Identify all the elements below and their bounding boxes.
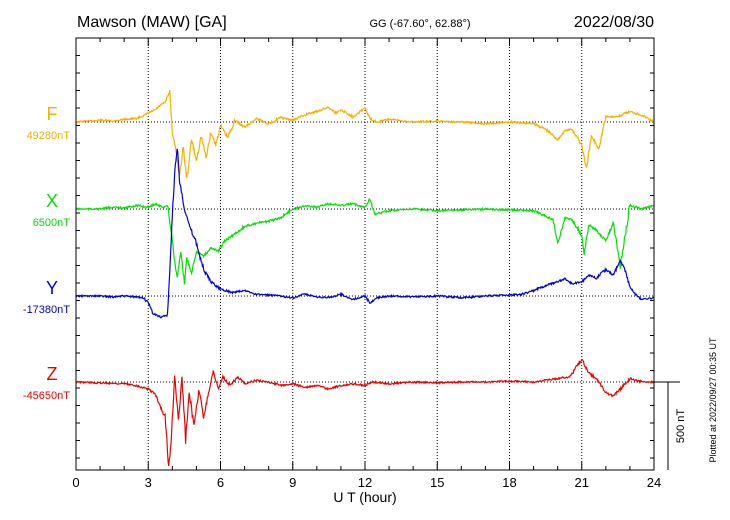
x-tick-label: 21 [575, 475, 589, 490]
series-name-f: F [47, 104, 58, 124]
series-baseline-y: -17380nT [23, 304, 70, 316]
x-tick-label: 24 [647, 475, 661, 490]
series-lines [75, 89, 655, 466]
x-tick-label: 3 [145, 475, 152, 490]
coordinates-label: GG (-67.60°, 62.88°) [369, 18, 470, 30]
x-tick-label: 0 [72, 475, 79, 490]
series-line-y [75, 148, 655, 319]
series-line-x [75, 197, 655, 285]
x-tick-labels: 0 3 6 9 12 15 18 21 24 [72, 475, 661, 490]
series-line-z [75, 358, 655, 466]
station-title: Mawson (MAW) [GA] [77, 14, 227, 31]
series-line-f [75, 89, 655, 179]
plotted-at-label: Plotted at 2022/09/27 00:35 UT [708, 337, 718, 463]
series-name-y: Y [46, 278, 58, 298]
series-name-z: Z [47, 364, 58, 384]
scale-bar-label: 500 nT [675, 409, 687, 444]
series-baseline-z: -45650nT [23, 390, 70, 402]
x-tick-label: 12 [358, 475, 372, 490]
x-tick-label: 9 [289, 475, 296, 490]
gridlines [147, 38, 583, 470]
axis-ticks [75, 37, 655, 470]
x-tick-label: 6 [217, 475, 224, 490]
series-baseline-x: 6500nT [33, 217, 71, 229]
series-name-x: X [46, 191, 58, 211]
series-labels: F 49280nT X 6500nT Y -17380nT Z -45650nT [23, 104, 70, 402]
date-label: 2022/08/30 [574, 14, 654, 31]
x-axis-title: U T (hour) [333, 489, 396, 505]
scale-bar: 500 nT [654, 381, 687, 470]
x-tick-label: 15 [430, 475, 444, 490]
series-baseline-f: 49280nT [27, 130, 71, 142]
x-tick-label: 18 [502, 475, 516, 490]
